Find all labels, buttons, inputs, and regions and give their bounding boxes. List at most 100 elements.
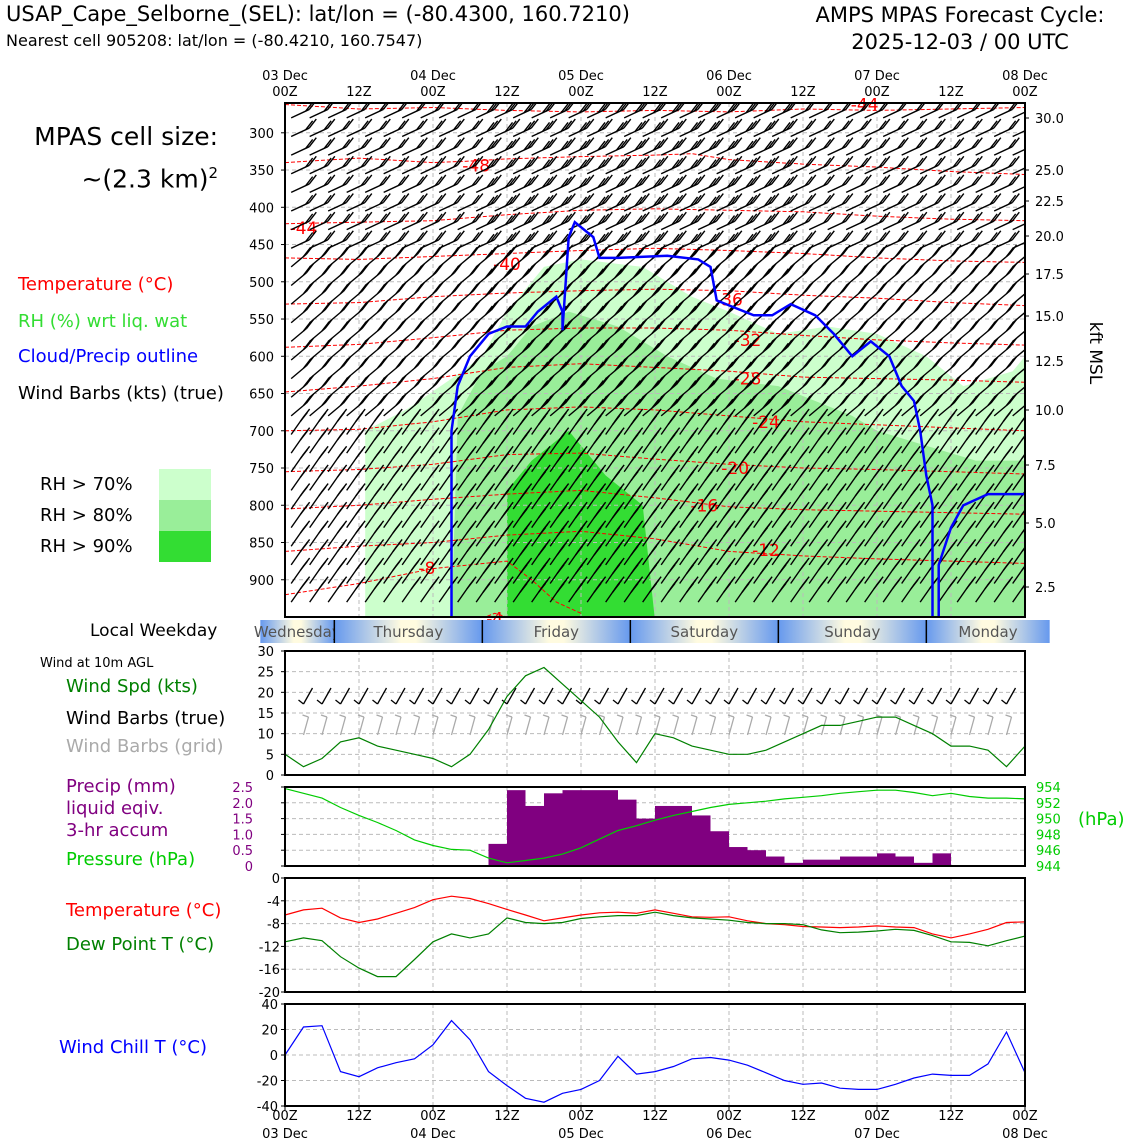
wind-barb-flag: [652, 140, 662, 151]
wind-barb-flag: [503, 249, 512, 260]
wind-barb-flag: [635, 464, 644, 475]
wind-barb-flag: [1005, 284, 1014, 295]
precip-bar: [655, 805, 674, 866]
sfc-grid-barb: [894, 716, 902, 736]
wind-barb-flag: [653, 539, 662, 549]
wind-barb-flag: [931, 483, 940, 494]
wind-barb-flag: [1005, 340, 1014, 351]
wind-barb-shaft: [993, 473, 1007, 491]
wind-barb-flag: [854, 430, 863, 441]
wind-barb-flag: [635, 483, 644, 494]
wind-barb-flag: [487, 483, 496, 494]
windchill-ytick-label: 20: [261, 1024, 278, 1039]
wind-barb-flag: [619, 176, 628, 187]
wind-barb-flag: [709, 396, 718, 407]
wind-barb-flag: [706, 542, 715, 553]
wind-barb-shaft: [882, 510, 896, 529]
wind-barb-flag: [561, 265, 570, 276]
wind-barb-flag: [519, 508, 528, 519]
wind-barb-flag: [1002, 505, 1011, 515]
wind-barb-flag: [986, 483, 995, 494]
wind-barb-flag: [826, 230, 835, 241]
wind-barb-flag: [956, 137, 965, 148]
wind-barb-flag: [468, 464, 477, 475]
wind-barb-flag: [619, 232, 628, 242]
wind-barb-flag: [360, 120, 369, 131]
wind-barb-flag: [876, 265, 885, 276]
wind-barb-flag: [342, 157, 351, 168]
wind-barb-flag: [913, 358, 922, 369]
wind-barb-flag: [339, 576, 348, 587]
wind-barb-shaft: [586, 127, 606, 138]
wind-barb-flag: [487, 340, 496, 351]
wind-barb-flag: [709, 576, 718, 587]
wind-barb-shaft: [290, 127, 310, 138]
wind-barb-flag: [530, 193, 539, 203]
wind-barb-flag: [1002, 523, 1011, 534]
wind-barb-flag: [357, 483, 366, 494]
wind-barb-flag: [397, 176, 406, 187]
wind-barb-shaft: [660, 327, 677, 342]
wind-barb-flag: [820, 483, 829, 494]
wind-barb-shaft: [827, 492, 840, 510]
wind-barb-shaft: [475, 253, 492, 268]
wind-barb-shaft: [660, 473, 674, 491]
wind-barb-flag: [762, 305, 771, 316]
wind-barb-shaft: [327, 566, 341, 584]
wind-barb-shaft: [586, 402, 603, 417]
wind-barb-shaft: [808, 529, 822, 547]
wind-barb-shaft: [716, 290, 733, 305]
wind-barb-shaft: [549, 239, 569, 249]
sfc-wind-barb-flag: [520, 699, 526, 705]
wind-barb-flag: [654, 340, 663, 351]
wind-barb-flag: [469, 265, 478, 276]
wind-barb-shaft: [790, 239, 810, 249]
wind-barb-flag: [746, 576, 755, 587]
wind-barb-flag: [567, 211, 576, 222]
wind-barb-flag: [541, 159, 551, 170]
wind-barb-flag: [916, 300, 925, 311]
wind-barb-shaft: [346, 239, 366, 249]
wind-barb-flag: [620, 393, 629, 404]
wind-barb-shaft: [864, 201, 884, 212]
wind-barb-shaft: [679, 309, 696, 324]
wind-barb-flag: [765, 303, 774, 313]
precip-bar: [525, 805, 544, 866]
wind-barb-shaft: [457, 253, 474, 268]
wind-barb-flag: [419, 174, 428, 185]
wind-barb-flag: [838, 445, 847, 456]
wind-barb-flag: [842, 337, 851, 348]
wind-barb-flag: [725, 342, 734, 353]
wind-barb-flag: [651, 579, 660, 590]
wind-barb-flag: [934, 157, 943, 168]
wind-barb-flag: [1023, 583, 1025, 587]
wind-barb-flag: [540, 542, 549, 553]
wind-barb-flag: [780, 505, 789, 515]
wind-barb-flag: [484, 542, 493, 553]
wind-barb-flag: [560, 140, 569, 151]
legend-precip-line3: 3-hr accum: [66, 820, 169, 841]
wind-barb-flag: [537, 415, 547, 426]
wind-barb-shaft: [623, 365, 640, 380]
wind-barb-flag: [873, 486, 882, 497]
wind-barb-flag: [632, 505, 641, 515]
wind-barb-flag: [482, 545, 491, 556]
wind-barb-flag: [1024, 404, 1025, 406]
wind-barb-flag: [730, 232, 739, 242]
pressure-tick-label: 550: [249, 313, 274, 328]
wind-barb-shaft: [290, 417, 304, 435]
wind-barb-flag: [712, 319, 722, 329]
wind-barb-shaft: [401, 473, 415, 491]
wind-barb-flag: [715, 174, 724, 185]
wind-barb-flag: [652, 103, 662, 114]
wind-barb-shaft: [975, 510, 988, 529]
wind-barb-shaft: [568, 272, 585, 287]
wind-barb-flag: [993, 155, 1002, 166]
wind-barb-shaft: [586, 272, 603, 287]
wind-barb-flag: [913, 377, 922, 388]
wind-barb-shaft: [642, 183, 662, 194]
wind-barb-flag: [323, 213, 332, 224]
wind-barb-flag: [805, 300, 814, 311]
wind-barb-flag: [490, 120, 499, 131]
top-time-label-hour: 12Z: [642, 85, 668, 100]
